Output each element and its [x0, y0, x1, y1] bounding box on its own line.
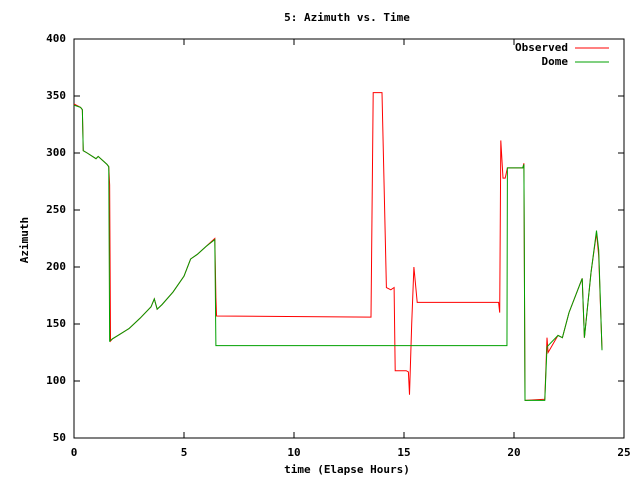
y-tick-label: 200	[46, 260, 66, 273]
y-tick-label: 150	[46, 317, 66, 330]
legend-label: Dome	[542, 55, 569, 68]
series-line	[73, 92, 603, 401]
x-tick-label: 25	[617, 446, 630, 459]
y-tick-label: 400	[46, 32, 66, 45]
x-tick-label: 20	[507, 446, 520, 459]
y-tick-label: 300	[46, 146, 66, 159]
plot-border	[73, 38, 625, 439]
y-tick-label: 50	[53, 431, 66, 444]
x-axis-label: time (Elapse Hours)	[284, 463, 410, 476]
x-tick-label: 10	[287, 446, 300, 459]
x-tick-label: 15	[397, 446, 410, 459]
series-line	[73, 104, 603, 401]
y-axis-label: Azimuth	[18, 217, 31, 263]
y-tick-label: 350	[46, 89, 66, 102]
chart-title: 5: Azimuth vs. Time	[284, 11, 410, 24]
y-tick-label: 100	[46, 374, 66, 387]
legend-label: Observed	[515, 41, 568, 54]
x-tick-label: 5	[181, 446, 188, 459]
x-tick-label: 0	[71, 446, 78, 459]
y-tick-label: 250	[46, 203, 66, 216]
